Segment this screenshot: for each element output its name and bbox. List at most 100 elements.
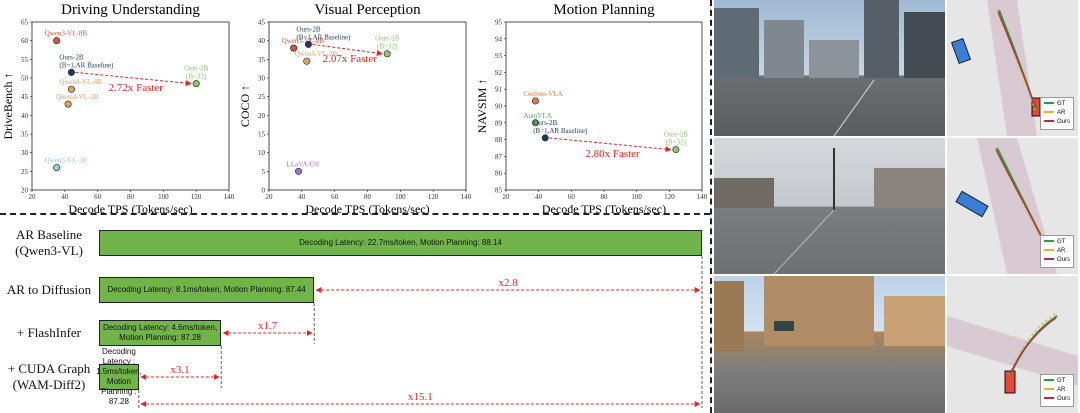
bev-map-1: GT AR Ours (947, 0, 1078, 136)
section-divider (0, 213, 710, 215)
legend-ar: AR (1056, 387, 1066, 393)
point-label: AutoVLA (523, 112, 551, 120)
x-tick-label: 140 (697, 193, 708, 201)
x-tick-label: 60 (331, 193, 339, 201)
legend-ar: AR (1056, 110, 1066, 116)
data-point (303, 57, 311, 65)
latency-row-label: + CUDA Graph (WAM-Diff2) (7, 361, 91, 392)
camera-view-1 (714, 0, 945, 136)
y-tick-label: 20 (21, 187, 29, 195)
chart-title: Visual Perception (314, 2, 421, 18)
scatter-motion: Motion Planning 20 40 60 80 100 120 140 85 86 87 88… (475, 2, 708, 216)
y-tick-label: 30 (258, 75, 266, 83)
data-point (67, 68, 75, 76)
point-label: LLaVA-OV (287, 160, 320, 168)
city-scene-2 (714, 148, 945, 274)
y-tick-label: 35 (258, 56, 266, 64)
x-tick-label: 120 (191, 193, 202, 201)
speedup-label: x3.1 (170, 364, 189, 376)
y-tick-label: 60 (21, 37, 29, 45)
speedup-arrow (549, 137, 672, 153)
x-axis-label: Decode TPS (Tokens/sec) (542, 202, 666, 216)
speedup-label: 2.07x Faster (323, 53, 378, 65)
y-tick-label: 40 (258, 37, 266, 45)
y-tick-label: 20 (258, 112, 266, 120)
y-tick-label: 50 (21, 75, 29, 83)
latency-row-label: + FlashInfer (16, 325, 81, 340)
x-tick-label: 140 (461, 193, 472, 201)
legend-ours: Ours (1056, 257, 1070, 263)
city-scene-3 (714, 276, 945, 351)
point-label: (B=1,AR Baseline) (59, 61, 114, 69)
scatter-driving: Driving Understanding 20 40 60 80 100 120 140 20… (1, 2, 235, 216)
point-label: (B=32) (377, 43, 398, 51)
x-axis-label: Decode TPS (Tokens/sec) (305, 202, 429, 216)
point-label: Ours-2B (184, 65, 208, 73)
y-tick-label: 0 (262, 187, 266, 195)
x-tick-label: 120 (428, 193, 439, 201)
camera-view-3 (714, 276, 945, 413)
x-tick-label: 60 (568, 193, 576, 201)
x-tick-label: 40 (298, 193, 306, 201)
y-tick-label: 5 (262, 168, 266, 176)
map-legend-3: GT AR Ours (1039, 374, 1074, 407)
data-point (304, 40, 312, 48)
speedup-label: 2.80x Faster (585, 148, 640, 160)
y-tick-label: 65 (21, 19, 29, 27)
y-tick-label: 85 (495, 187, 503, 195)
x-tick-label: 140 (224, 193, 235, 201)
legend-gt: GT (1056, 378, 1066, 384)
map-legend-2: GT AR Ours (1039, 235, 1074, 268)
data-point (53, 37, 61, 45)
point-label: Ours-2B (296, 25, 320, 33)
point-label: (B=32) (666, 139, 687, 147)
panel-divider (710, 0, 712, 413)
speedup-label: x2.8 (498, 277, 518, 289)
speedup-arrow (75, 71, 192, 87)
point-label: Qwen3-VL-8B (45, 30, 88, 38)
y-tick-label: 89 (495, 119, 503, 127)
y-axis-label: COCO ↑ (238, 85, 252, 127)
legend-gt: GT (1056, 101, 1066, 107)
data-point (53, 164, 61, 172)
data-point (672, 146, 680, 154)
point-label: Ours-2B (533, 119, 557, 127)
speedup-arrow (312, 43, 383, 56)
y-tick-label: 92 (495, 69, 503, 77)
city-scene-1 (714, 0, 945, 136)
y-tick-label: 91 (495, 86, 503, 94)
point-label: Ours-2B (664, 131, 688, 139)
chart-title: Motion Planning (553, 2, 655, 18)
x-tick-label: 60 (94, 193, 102, 201)
x-tick-label: 20 (29, 193, 37, 201)
y-tick-label: 93 (495, 52, 503, 60)
y-tick-label: 86 (495, 170, 503, 178)
latency-row-label: AR to Diffusion (6, 282, 92, 297)
data-point (383, 50, 391, 58)
x-tick-label: 80 (601, 193, 609, 201)
map-legend-1: GT AR Ours (1039, 97, 1074, 130)
y-tick-label: 35 (21, 131, 29, 139)
point-label: (B=1,AR Baseline) (296, 33, 351, 41)
results-panel: Driving Understanding 20 40 60 80 100 120 140 20… (0, 0, 710, 408)
y-axis-label: DriveBench ↑ (1, 73, 15, 140)
point-label: (B=32) (186, 73, 207, 81)
latency-bar: Decoding Latency: 22.7ms/token, Motion P… (99, 230, 702, 256)
chart-driving-understanding: Driving Understanding 20 40 60 80 100 120 140 20… (0, 0, 237, 216)
point-label: Qwen3-VL-4B (59, 78, 102, 86)
y-tick-label: 88 (495, 136, 503, 144)
chart-visual-perception: Visual Perception 20 40 60 80 100 120 140 0 5 10 15… (237, 0, 474, 216)
latency-bar: Decoding Latency: 8.1ms/token, Motion Pl… (99, 277, 315, 303)
point-label: (B=1,AR Baseline) (533, 127, 588, 135)
point-label: Qwen3-VL-2B (56, 93, 99, 101)
y-tick-label: 45 (258, 19, 266, 27)
x-tick-label: 20 (503, 193, 511, 201)
y-tick-label: 90 (495, 103, 503, 111)
y-tick-label: 15 (258, 131, 266, 139)
latency-bar: Decoding Latency: 4.6ms/token, Motion Pl… (99, 320, 222, 346)
chart-motion-planning: Motion Planning 20 40 60 80 100 120 140 85 86 87 88… (474, 0, 710, 216)
speedup-label: 2.72x Faster (109, 82, 164, 94)
y-tick-label: 45 (21, 93, 29, 101)
plot-frame (505, 21, 703, 191)
point-label: Ours-2B (375, 35, 399, 43)
